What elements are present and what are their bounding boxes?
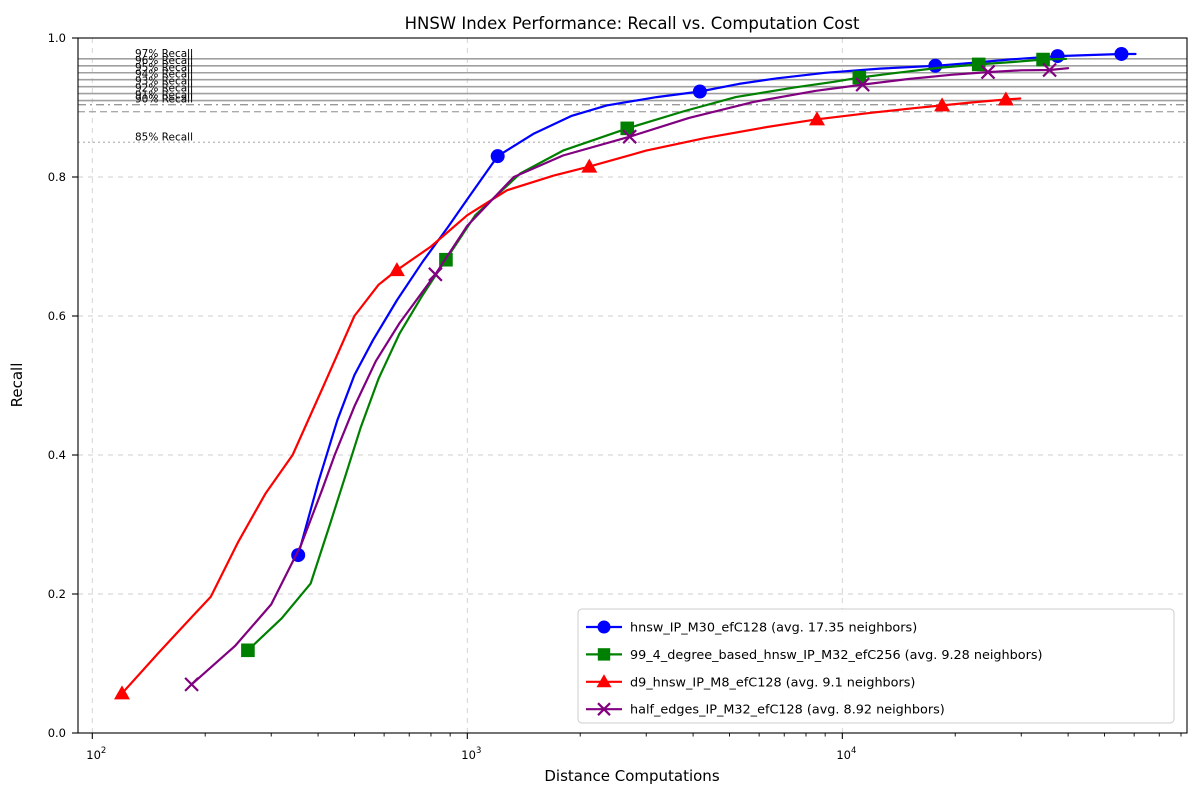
- data-point-x: [1042, 62, 1057, 78]
- data-point-circle: [928, 58, 943, 73]
- x-tick-label: 104: [836, 746, 856, 762]
- data-point-triangle: [581, 158, 598, 173]
- data-point-circle: [1050, 49, 1065, 64]
- series-line-d9_hnsw_IP_M8_efC128: [120, 97, 1022, 695]
- legend-label: 99_4_degree_based_hnsw_IP_M32_efC256 (av…: [630, 648, 1043, 663]
- gridlines-layer: [78, 38, 1187, 733]
- legend-item-half_edges_IP_M32_efC128: half_edges_IP_M32_efC128 (avg. 8.92 neig…: [586, 702, 945, 718]
- reference-line-label: 90% Recall: [135, 94, 193, 106]
- legend-box: [577, 608, 1175, 724]
- series-d9_hnsw_IP_M8_efC128: [113, 91, 1022, 700]
- legend: hnsw_IP_M30_efC128 (avg. 17.35 neighbors…: [577, 608, 1175, 724]
- reference-line-label: 92% Recall: [135, 83, 193, 95]
- series-line-hnsw_IP_M30_efC128: [297, 52, 1137, 557]
- reference-line-label: 95% Recall: [135, 62, 193, 74]
- series-line-half_edges_IP_M32_efC128: [190, 67, 1070, 686]
- y-axis-label: Recall: [8, 363, 26, 408]
- data-point-circle: [692, 84, 707, 99]
- data-point-square: [971, 57, 986, 72]
- data-point-square: [597, 648, 611, 661]
- data-point-square: [241, 643, 255, 658]
- data-point-triangle: [809, 111, 826, 126]
- x-tick-label: 102: [86, 746, 106, 762]
- reference-line-label: 97% Recall: [135, 48, 193, 60]
- reference-line-label: 94% Recall: [135, 69, 193, 81]
- data-point-x: [597, 702, 611, 716]
- data-point-x: [622, 129, 637, 144]
- legend-label: half_edges_IP_M32_efC128 (avg. 8.92 neig…: [630, 703, 945, 718]
- legend-item-99_4_degree_based_hnsw_IP_M32_efC256: 99_4_degree_based_hnsw_IP_M32_efC256 (av…: [586, 648, 1043, 663]
- data-point-triangle: [934, 97, 951, 112]
- data-point-circle: [490, 149, 505, 164]
- reference-line-label: 96% Recall: [135, 55, 193, 67]
- reference-line-label: 93% Recall: [135, 76, 193, 88]
- y-tick-label: 0.8: [48, 170, 66, 184]
- reference-line-label: 85% Recall: [135, 131, 193, 143]
- data-point-triangle: [997, 91, 1014, 106]
- legend-label: hnsw_IP_M30_efC128 (avg. 17.35 neighbors…: [630, 621, 917, 636]
- legend-label: d9_hnsw_IP_M8_efC128 (avg. 9.1 neighbors…: [630, 675, 915, 690]
- legend-item-hnsw_IP_M30_efC128: hnsw_IP_M30_efC128 (avg. 17.35 neighbors…: [586, 620, 917, 636]
- series-half_edges_IP_M32_efC128: [184, 62, 1070, 692]
- y-tick-label: 1.0: [48, 31, 66, 45]
- data-point-x: [980, 64, 996, 80]
- axes-layer: [72, 37, 1188, 739]
- data-point-circle: [1114, 46, 1129, 61]
- data-point-square: [1036, 52, 1050, 67]
- reference-line-label: 91% Recall: [135, 90, 193, 102]
- data-point-x: [184, 677, 199, 692]
- data-point-circle: [597, 620, 611, 634]
- data-point-x: [428, 267, 443, 282]
- y-tick-label: 0.6: [48, 309, 66, 323]
- legend-item-d9_hnsw_IP_M8_efC128: d9_hnsw_IP_M8_efC128 (avg. 9.1 neighbors…: [586, 674, 915, 690]
- reference-lines-layer: [78, 58, 1187, 143]
- series-line-99_4_degree_based_hnsw_IP_M32_efC256: [246, 57, 1068, 652]
- x-tick-label: 103: [461, 746, 481, 762]
- series-hnsw_IP_M30_efC128: [291, 46, 1137, 563]
- data-point-square: [852, 70, 867, 85]
- y-tick-label: 0.2: [48, 587, 66, 601]
- data-series-layer: [113, 46, 1137, 700]
- data-point-triangle: [113, 685, 130, 700]
- x-axis-label: Distance Computations: [544, 767, 719, 785]
- y-tick-label: 0.0: [48, 726, 66, 740]
- y-tick-label: 0.4: [48, 448, 66, 462]
- chart-title: HNSW Index Performance: Recall vs. Compu…: [405, 14, 860, 33]
- data-point-x: [855, 77, 870, 92]
- plot-border: [77, 37, 1188, 734]
- data-point-triangle: [388, 262, 405, 277]
- data-point-triangle: [596, 674, 612, 688]
